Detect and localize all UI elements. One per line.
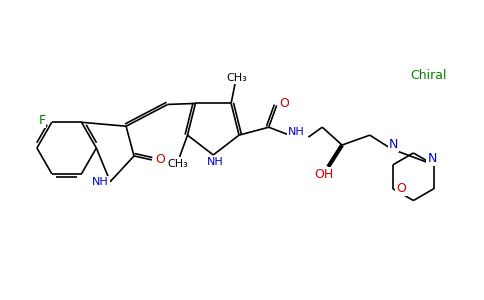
Text: CH₃: CH₃	[167, 159, 188, 169]
Text: F: F	[38, 114, 45, 127]
Text: NH: NH	[207, 157, 224, 167]
Text: NH: NH	[92, 177, 109, 187]
Text: O: O	[155, 153, 165, 167]
Text: CH₃: CH₃	[227, 73, 247, 83]
Text: OH: OH	[315, 168, 334, 181]
Text: O: O	[280, 97, 289, 110]
Text: O: O	[396, 182, 406, 195]
Text: N: N	[389, 138, 398, 151]
Text: NH: NH	[288, 127, 305, 137]
Text: Chiral: Chiral	[410, 69, 447, 82]
Text: N: N	[427, 152, 437, 165]
